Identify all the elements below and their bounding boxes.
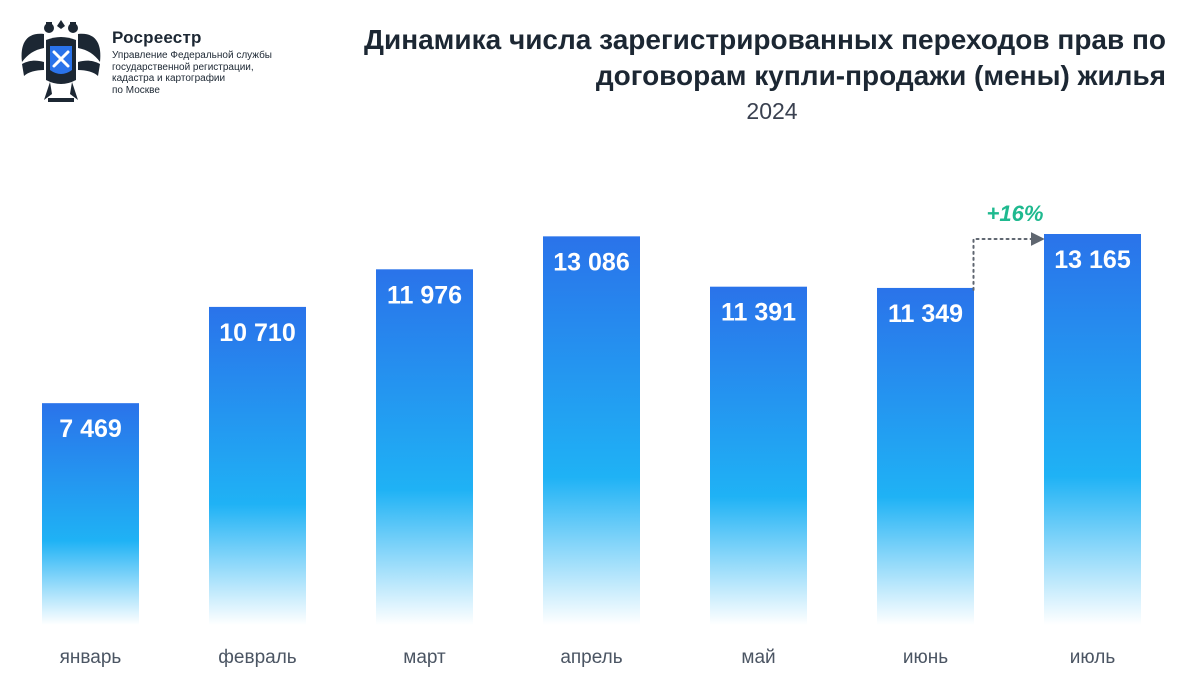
org-sub-line: кадастра и картографии (112, 73, 226, 84)
bar-value-label: 13 086 (553, 248, 629, 276)
x-tick-label: июль (1070, 647, 1116, 668)
chart-title: Динамика числа зарегистрированных перехо… (364, 24, 1166, 91)
bar-value-label: 10 710 (219, 319, 295, 347)
double-headed-eagle-emblem-icon (21, 20, 101, 102)
org-sub-line: государственной регистрации, (112, 61, 254, 73)
chart-bar (877, 287, 974, 625)
x-tick-label: февраль (218, 647, 297, 668)
bar-value-label: 7 469 (59, 415, 122, 443)
bar-value-label: 11 391 (721, 299, 796, 327)
bar-value-label: 13 165 (1054, 246, 1131, 274)
org-sub-line: Управление Федеральной службы (112, 50, 272, 61)
chart-bar (209, 306, 306, 625)
growth-arrow (972, 231, 1045, 291)
chart-bar (543, 236, 640, 625)
x-tick-label: июнь (903, 647, 948, 668)
logo-block: Росреестр Управление Федеральной службы … (16, 14, 292, 112)
org-sub-line: по Москве (112, 84, 160, 96)
chart-bar (1044, 233, 1141, 625)
x-tick-label: март (403, 647, 446, 668)
chart-bar (710, 286, 807, 625)
growth-annotation: +16% (987, 201, 1044, 226)
x-tick-label: апрель (560, 647, 622, 668)
x-tick-label: май (741, 647, 775, 668)
org-subtitle: Управление Федеральной службы государств… (112, 50, 292, 96)
chart-bar (376, 269, 473, 625)
org-name: Росреестр (112, 28, 202, 47)
bar-value-label: 11 976 (387, 281, 462, 309)
x-tick-label: январь (60, 647, 122, 668)
bar-value-label: 11 349 (888, 300, 963, 328)
chart-subtitle: 2024 (746, 98, 798, 124)
chart-bar (42, 403, 139, 625)
